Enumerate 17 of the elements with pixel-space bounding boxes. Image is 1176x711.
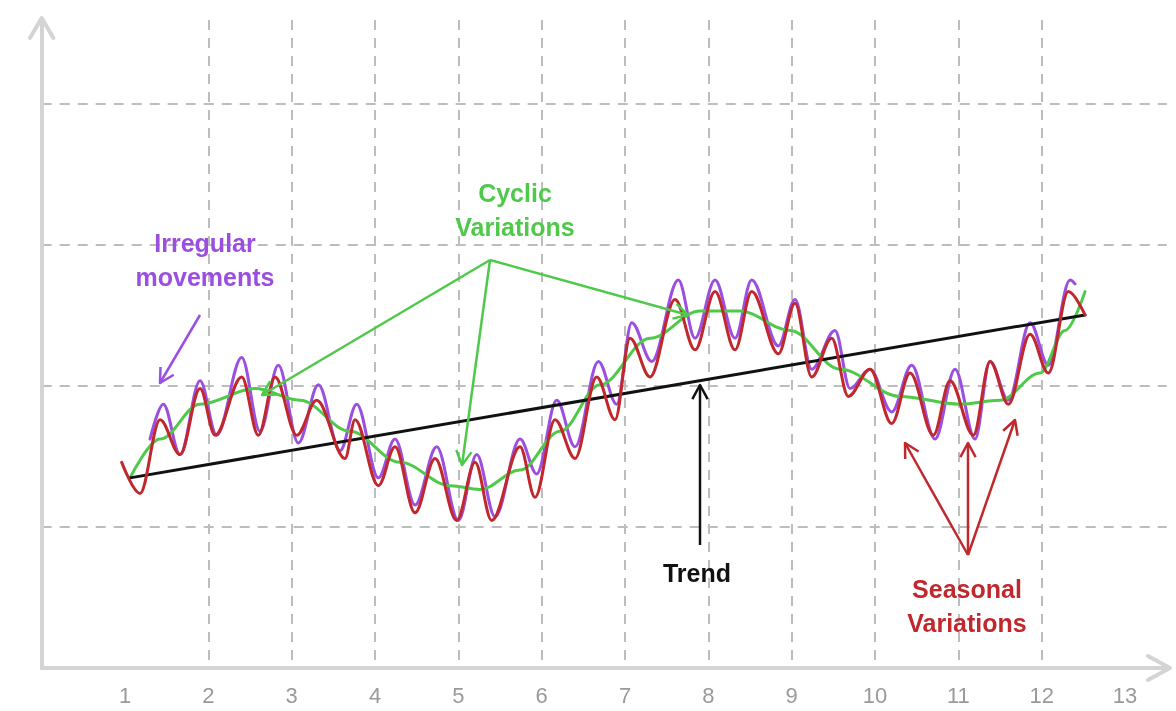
annotation: Seasonal Variations [906, 574, 1028, 639]
annotation: Trend [661, 558, 733, 589]
annotation: Irregular movements [134, 228, 276, 293]
x-tick-label: 8 [702, 682, 715, 708]
x-tick-label: 4 [368, 682, 382, 708]
x-tick-label: 11 [946, 682, 970, 708]
x-tick-label: 12 [1029, 682, 1054, 708]
x-tick-label: 9 [785, 682, 798, 708]
x-tick-label: 10 [862, 682, 888, 708]
x-tick-label: 1 [118, 682, 132, 708]
x-tick-label: 2 [202, 682, 215, 708]
x-tick-label: 5 [452, 682, 465, 708]
x-tick-label: 7 [618, 682, 632, 708]
x-tick-label: 6 [535, 682, 548, 708]
x-tick-label: 3 [285, 682, 298, 708]
text: Cyclic Variations [454, 178, 576, 243]
x-tick-label: 13 [1112, 682, 1138, 708]
